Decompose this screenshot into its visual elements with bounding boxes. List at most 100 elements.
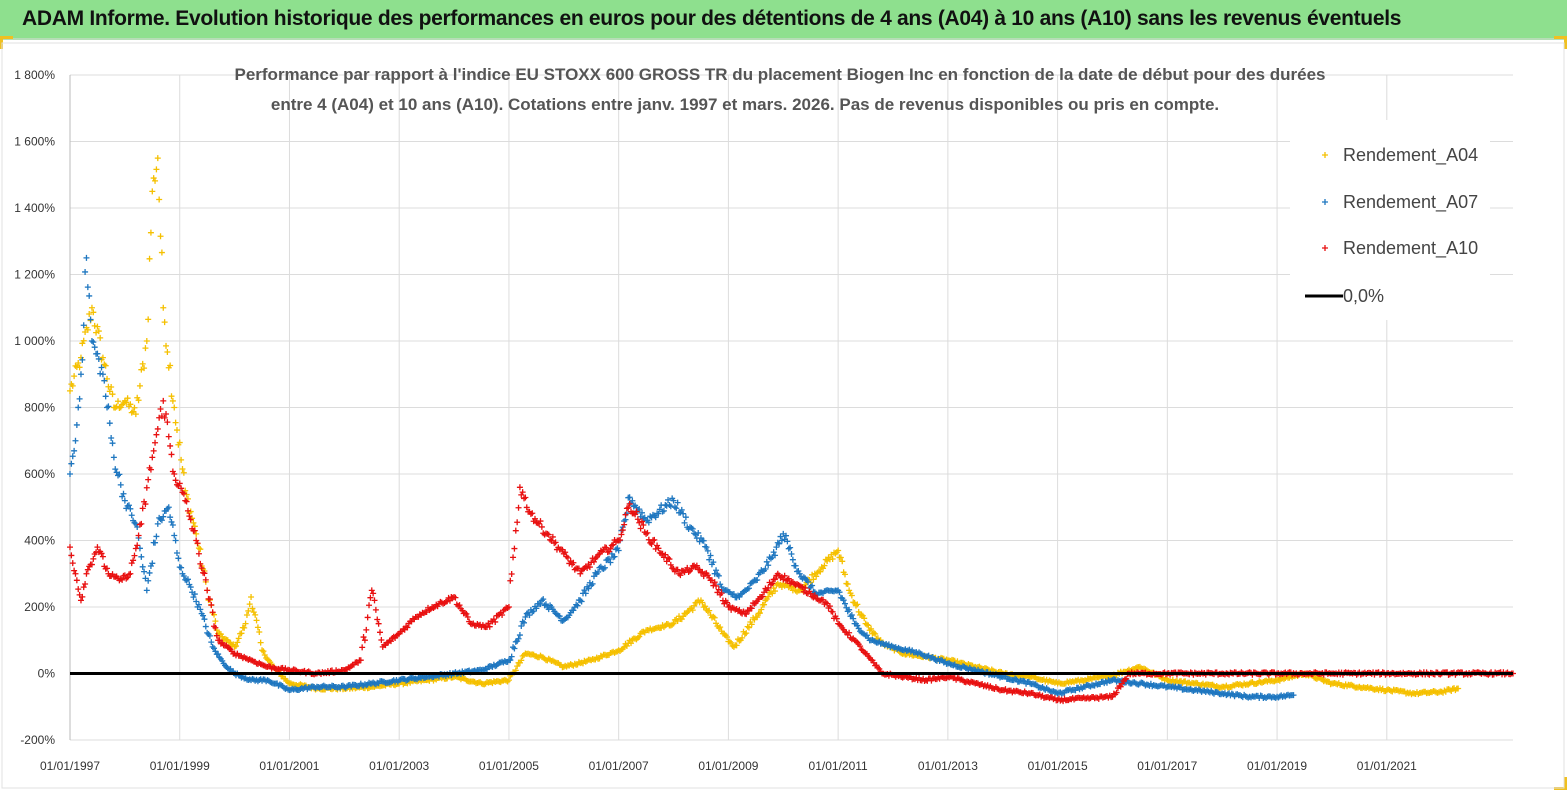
- data-point: [142, 501, 149, 508]
- data-point: [700, 537, 707, 544]
- data-point: [68, 460, 75, 467]
- data-point: [173, 549, 180, 556]
- data-point: [529, 510, 536, 517]
- data-point: [387, 638, 394, 645]
- data-point: [90, 555, 97, 562]
- data-point: [167, 442, 174, 449]
- data-point: [505, 677, 512, 684]
- series-rendement-a10: [67, 397, 1516, 705]
- data-point: [209, 609, 216, 616]
- data-point: [745, 624, 752, 631]
- data-point: [167, 514, 174, 521]
- data-point: [813, 573, 820, 580]
- data-point: [833, 615, 840, 622]
- data-point: [102, 362, 109, 369]
- data-point: [625, 504, 632, 511]
- data-point: [127, 570, 134, 577]
- data-point: [241, 624, 248, 631]
- data-point: [745, 585, 752, 592]
- data-point: [115, 398, 122, 405]
- data-point: [636, 519, 643, 526]
- data-point: [839, 558, 846, 565]
- y-tick-label: -200%: [20, 733, 55, 747]
- data-point: [552, 539, 559, 546]
- data-point: [102, 393, 109, 400]
- data-point: [545, 531, 552, 538]
- data-point: [171, 532, 178, 539]
- data-point: [655, 545, 662, 552]
- data-point: [772, 552, 779, 559]
- legend-marker: [1322, 245, 1328, 251]
- data-point: [131, 404, 138, 411]
- data-point: [106, 420, 113, 427]
- data-point: [152, 539, 159, 546]
- data-point: [169, 521, 176, 528]
- data-point: [707, 552, 714, 559]
- data-point: [645, 519, 652, 526]
- data-point: [784, 538, 791, 545]
- x-tick-label: 01/01/2015: [1028, 759, 1088, 773]
- x-tick-label: 01/01/2019: [1247, 759, 1307, 773]
- data-point: [150, 447, 157, 454]
- data-point: [69, 560, 76, 567]
- data-point: [704, 547, 711, 554]
- data-point: [153, 431, 160, 438]
- plot-border: [1, 42, 1565, 789]
- data-point: [158, 517, 165, 524]
- data-point: [77, 597, 84, 604]
- data-point: [863, 621, 870, 628]
- data-point: [359, 644, 366, 651]
- data-point: [150, 175, 157, 182]
- data-point: [677, 572, 684, 579]
- x-tick-label: 01/01/2017: [1137, 759, 1197, 773]
- data-point: [1113, 689, 1120, 696]
- data-point: [582, 590, 589, 597]
- data-point: [637, 525, 644, 532]
- data-point: [82, 581, 89, 588]
- data-point: [198, 565, 205, 572]
- data-point: [84, 284, 91, 291]
- data-point: [617, 537, 624, 544]
- data-point: [655, 510, 662, 517]
- data-point: [809, 582, 816, 589]
- data-point: [112, 466, 119, 473]
- data-point: [378, 636, 385, 643]
- data-point: [638, 509, 645, 516]
- data-point: [176, 480, 183, 487]
- data-point: [463, 610, 470, 617]
- data-point: [521, 619, 528, 626]
- data-point: [171, 471, 178, 477]
- data-point: [522, 613, 529, 620]
- data-point: [696, 538, 703, 545]
- data-point: [183, 498, 190, 505]
- data-point: [733, 642, 740, 649]
- data-point: [75, 586, 82, 593]
- data-point: [160, 304, 167, 311]
- legend-label-zero: 0,0%: [1343, 286, 1384, 306]
- data-point: [158, 249, 165, 256]
- data-point: [370, 590, 377, 597]
- data-point: [153, 533, 160, 540]
- data-point: [86, 292, 93, 299]
- data-point: [106, 388, 113, 395]
- data-point: [178, 564, 185, 571]
- data-point: [515, 504, 522, 511]
- data-point: [242, 620, 249, 627]
- data-point: [76, 395, 83, 402]
- data-point: [375, 620, 382, 627]
- data-point: [748, 605, 755, 612]
- data-point: [132, 545, 139, 552]
- data-point: [363, 626, 370, 633]
- data-point: [659, 550, 666, 557]
- data-point: [809, 571, 816, 578]
- data-point: [1117, 683, 1124, 690]
- data-point: [79, 593, 86, 600]
- data-point: [125, 502, 132, 509]
- data-point: [673, 505, 680, 512]
- data-point: [152, 177, 159, 184]
- plot-area: [67, 155, 1516, 705]
- data-point: [76, 364, 83, 371]
- data-point: [167, 362, 174, 369]
- data-point: [94, 350, 101, 357]
